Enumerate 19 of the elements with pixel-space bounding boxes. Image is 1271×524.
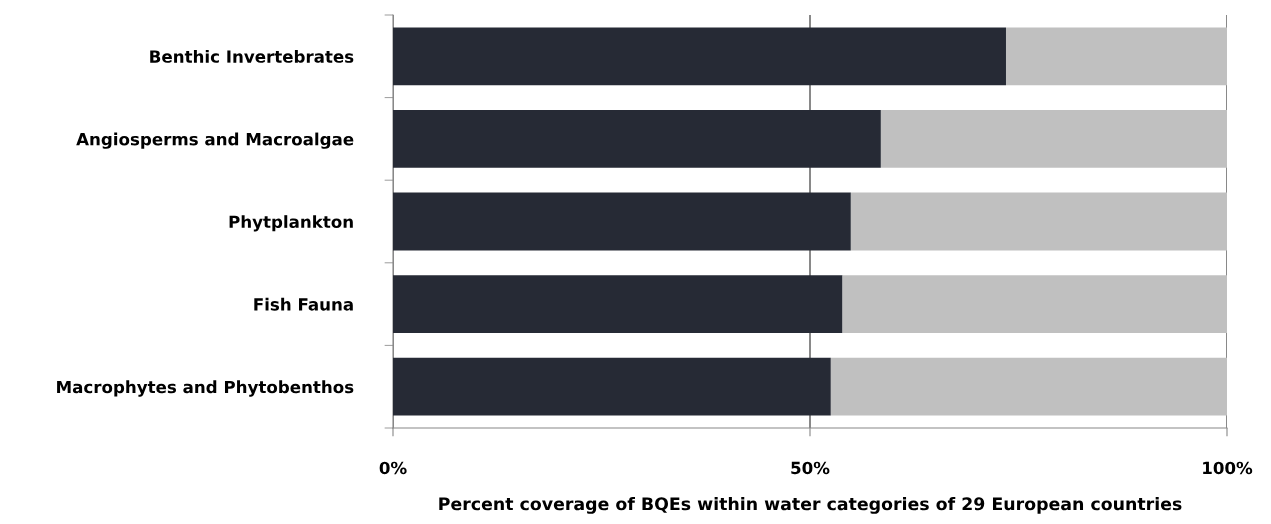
bar <box>830 357 1227 416</box>
bar <box>1005 27 1227 86</box>
x-tick-label: 0% <box>379 461 407 475</box>
x-tick-label: 100% <box>1203 461 1253 475</box>
bar <box>880 109 1227 168</box>
bar <box>850 192 1227 251</box>
bar <box>842 275 1227 334</box>
y-tick-label: Angiosperms and Macroalgae <box>76 132 354 149</box>
bar <box>393 27 1006 86</box>
x-tick-label: 50% <box>791 461 830 475</box>
y-tick-label: Benthic Invertebrates <box>150 49 354 63</box>
bar <box>393 109 881 168</box>
x-axis-title: Percent coverage of BQEs within water categories of 29 European countries <box>439 496 1182 514</box>
y-tick-label: Macrophytes and Phytobenthos <box>57 380 354 397</box>
bar <box>393 275 843 334</box>
bar <box>393 192 851 251</box>
y-tick-label: Fish Fauna <box>254 297 353 311</box>
bar <box>393 357 831 416</box>
y-tick-label: Phytplankton <box>229 215 353 232</box>
